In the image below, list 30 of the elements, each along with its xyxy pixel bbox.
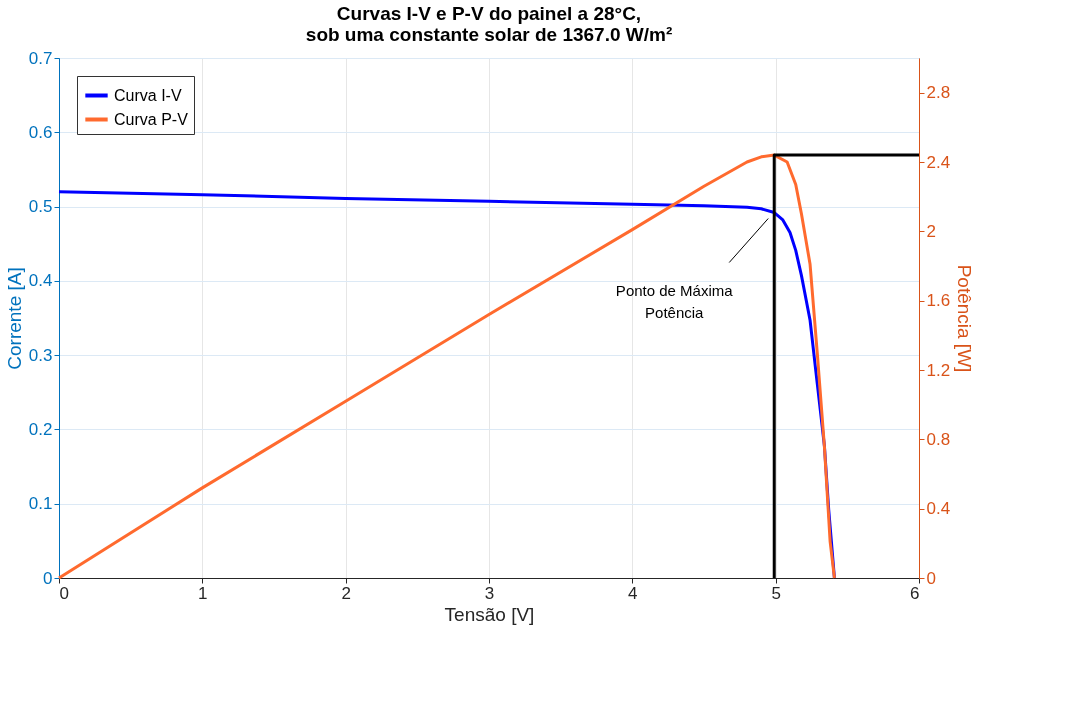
y-tick-label: 0.1 [28, 494, 53, 514]
y-tick-label: 0.5 [28, 197, 53, 217]
y2-tick-label: 2.8 [926, 83, 951, 103]
y2-tick-label: 2 [926, 221, 936, 241]
y2-axis-title: Potência [W] [954, 264, 976, 373]
y2-tick-label: 0.8 [926, 429, 951, 449]
legend-label: Curva I-V [114, 86, 182, 104]
x-tick-label: 1 [198, 583, 208, 603]
x-axis-title: Tensão [V] [444, 603, 535, 625]
x-tick-label: 4 [628, 583, 638, 603]
y-tick-label: 0.2 [28, 419, 53, 439]
x-tick-label: 2 [341, 583, 351, 603]
y-tick-label: 0.4 [28, 271, 53, 291]
x-tick-label: 0 [59, 583, 69, 603]
y-tick-label: 0.3 [28, 345, 53, 365]
y2-tick-label: 2.4 [926, 152, 951, 172]
legend-label: Curva P-V [114, 110, 189, 128]
y-axis-title: Corrente [A] [3, 267, 25, 370]
y2-tick-label: 1.6 [926, 291, 951, 311]
y-tick-label: 0.7 [28, 48, 53, 68]
y2-tick-label: 0 [926, 568, 936, 588]
y-tick-label: 0 [43, 568, 53, 588]
chart-title: Curvas I-V e P-V do painel a 28°C, sob uma constante solar de 1367.0 W/m² [305, 3, 673, 45]
x-tick-label: 5 [771, 583, 781, 603]
x-tick-label: 6 [910, 583, 920, 603]
y2-tick-label: 1.2 [926, 360, 951, 380]
y2-tick-label: 0.4 [926, 499, 951, 519]
y-tick-label: 0.6 [28, 122, 53, 142]
annotation: Ponto de Máxima Potência [615, 281, 734, 321]
x-tick-label: 3 [484, 583, 495, 603]
